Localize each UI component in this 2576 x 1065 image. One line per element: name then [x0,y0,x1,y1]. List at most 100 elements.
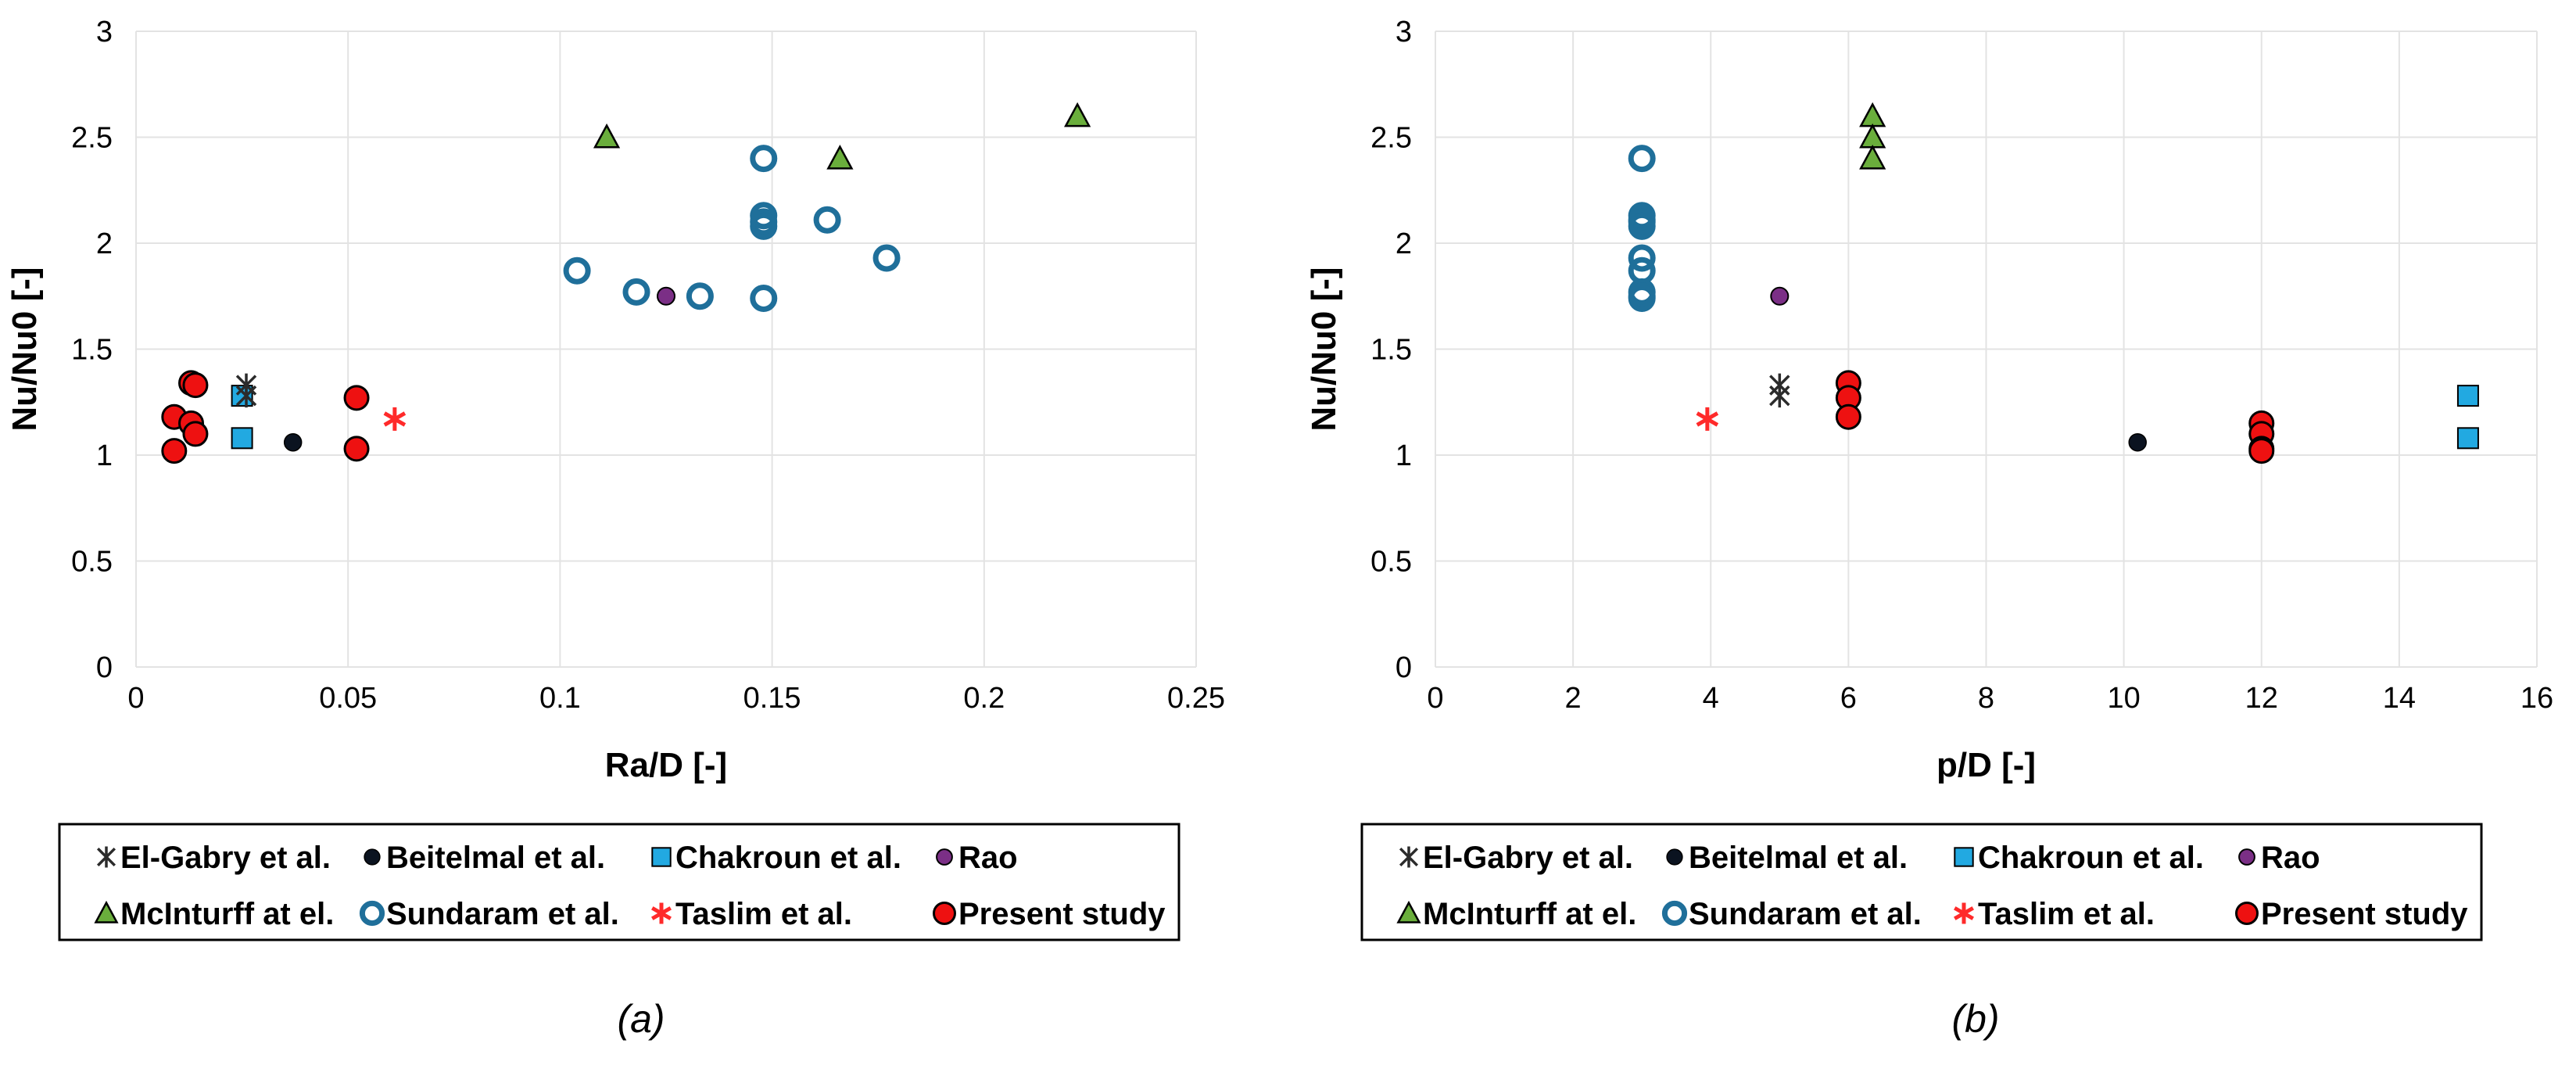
series-chakroun-et-al [2456,385,2479,450]
y-axis-title: Nu/Nu0 [-] [5,267,44,431]
data-point [813,206,841,234]
x-tick-label: 0.1 [539,682,581,715]
y-tick-label: 2.5 [71,122,113,155]
legend-box [58,823,1181,941]
x-tick-label: 0.05 [319,682,377,715]
legend-label: Present study [2261,897,2468,931]
legend: El-Gabry et al. Beitelmal et al. Chakroun … [58,823,1181,941]
legend-item: McInturff at el. [1396,897,1636,931]
legend-marker [2238,848,2255,866]
data-point [235,384,257,408]
legend-label: Taslim et al. [675,897,852,931]
series-sundaram-et-al [563,145,901,312]
y-tick-label: 0.5 [1370,546,1412,579]
legend-marker [1661,900,1688,927]
legend-label: El-Gabry et al. [1423,841,1633,875]
legend-marker [1954,902,1974,924]
y-tick-label: 2 [1395,228,1412,260]
legend-item: El-Gabry et al. [1399,841,1633,875]
data-point [1859,144,1886,170]
legend-marker [651,902,672,924]
data-point [343,385,370,411]
legend-marker [94,900,119,923]
legend-item: El-Gabry et al. [96,841,331,875]
data-point [283,432,303,452]
data-point [161,438,188,464]
x-tick-label: 0.25 [1167,682,1225,715]
legend-label: Beitelmal et al. [386,841,605,875]
legend-item: Taslim et al. [1954,897,2155,931]
legend-label: Taslim et al. [1978,897,2155,931]
legend-item: McInturff at el. [94,897,334,931]
legend-box [1360,823,2483,941]
series-el-gabry-et-al [1769,373,1790,408]
data-point [1835,403,1861,430]
data-point [1859,102,1886,127]
y-tick-label: 0 [96,651,113,684]
series-chakroun-et-al [231,385,253,450]
data-point [1859,123,1886,149]
series-mcinturff-at-el [593,102,1091,170]
legend-label: Sundaram et al. [1689,897,1922,931]
x-tick-label: 0 [1427,682,1443,715]
y-tick-label: 1.5 [71,334,113,367]
legend-item: Beitelmal et al. [1666,841,1908,875]
legend-label: Chakroun et al. [1978,841,2204,875]
legend-item: Chakroun et al. [651,841,901,875]
series-sundaram-et-al [1628,145,1656,312]
data-point [657,286,675,306]
data-point [750,284,778,312]
series-beitelmal-et-al [283,432,303,452]
data-point [1628,244,1656,272]
y-axis-title: Nu/Nu0 [-] [1305,267,1343,431]
series-el-gabry-et-al [235,373,257,408]
series-mcinturff-at-el [1859,102,1886,170]
legend-item: Chakroun et al. [1954,841,2204,875]
x-tick-label: 16 [2520,682,2553,715]
data-point [383,407,407,431]
x-tick-label: 12 [2245,682,2278,715]
legend-label: Sundaram et al. [386,897,619,931]
y-tick-label: 1 [96,439,113,472]
data-point [2456,427,2479,450]
legend-label: Rao [958,841,1018,875]
legend-label: McInturff at el. [120,897,334,931]
legend-item: Rao [2238,841,2320,875]
legend-marker [1399,846,1419,868]
data-point [593,123,621,149]
data-point [1064,102,1091,127]
y-tick-label: 0 [1395,651,1412,684]
series-taslim-et-al [383,407,407,431]
legend-item: Taslim et al. [651,897,852,931]
x-tick-label: 0.2 [963,682,1005,715]
series-beitelmal-et-al [2128,432,2147,452]
chart-panel-b: 0 2 4 6 8 10 12 14 16 0 0.5 1 1.5 2 2.5 3 p/D [-] Nu/Nu0 … [1305,16,2553,1041]
data-point [872,244,901,272]
x-tick-label: 10 [2107,682,2140,715]
data-point [182,372,209,399]
data-point [1628,284,1656,312]
y-tick-label: 3 [96,16,113,48]
data-point [750,212,778,240]
gridlines [135,30,1197,668]
data-point [2248,438,2275,464]
legend-label: Chakroun et al. [675,841,901,875]
legend-marker [359,900,385,927]
data-point [1769,384,1790,408]
series-rao [1770,286,1790,306]
series-present-study [1835,370,2275,464]
data-point [231,427,253,450]
data-point [563,256,591,285]
legend-item: Sundaram et al. [1661,897,1922,931]
panel-caption: (b) [1951,997,1999,1041]
y-tick-label: 1.5 [1370,334,1412,367]
data-points [1628,102,2479,464]
data-points [161,102,1091,464]
legend-item: Sundaram et al. [359,897,619,931]
x-tick-label: 4 [1703,682,1719,715]
legend-marker [2235,902,2259,925]
panel-caption: (a) [617,997,665,1041]
y-tick-label: 2.5 [1370,122,1412,155]
legend-item: Beitelmal et al. [364,841,605,875]
